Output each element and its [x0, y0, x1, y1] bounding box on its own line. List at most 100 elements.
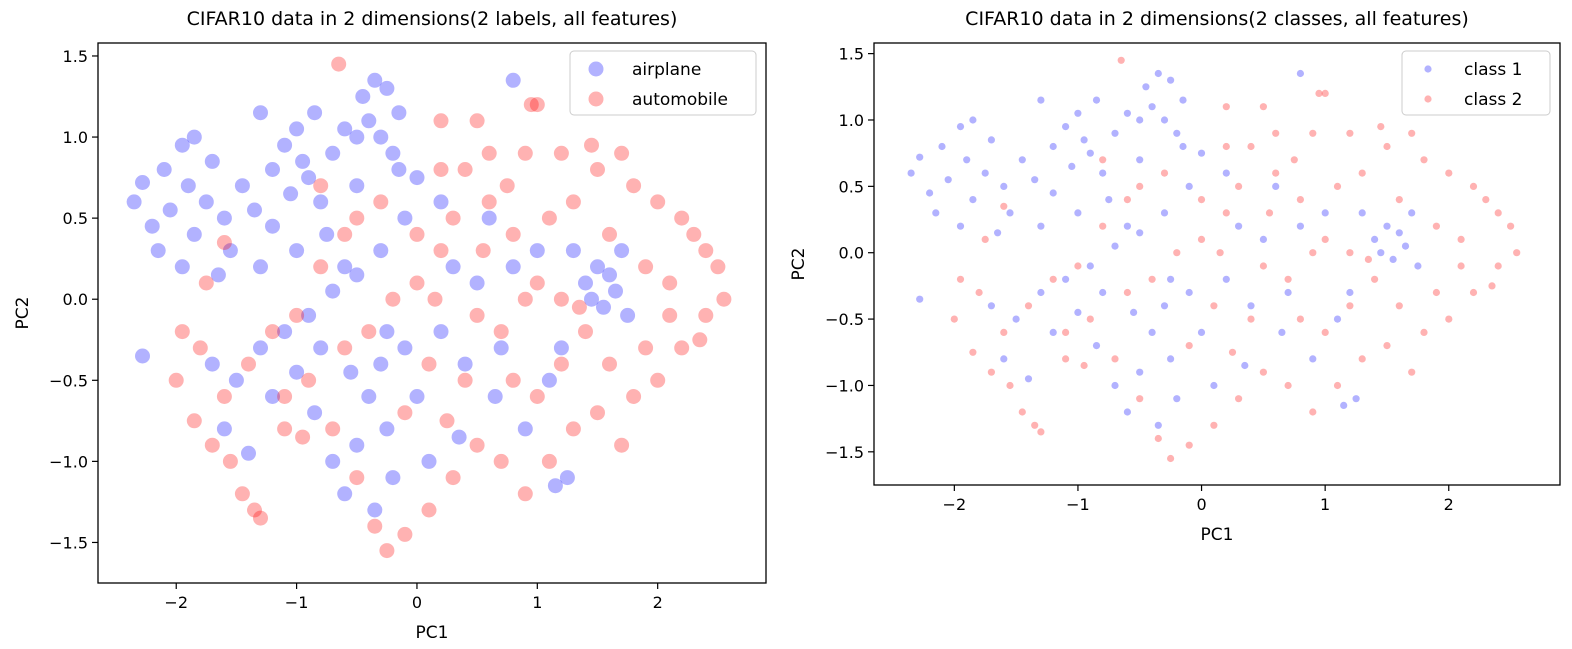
point-class-1-30: [1160, 116, 1169, 124]
point-class-2-6: [1346, 129, 1354, 137]
y-tick-label: 1.0: [839, 111, 864, 130]
point-airplane-78: [620, 307, 636, 323]
point-automobile-70: [541, 210, 557, 226]
point-class-1-5: [956, 123, 965, 131]
point-class-1-79: [1352, 395, 1360, 403]
point-automobile-81: [409, 226, 425, 242]
point-class-1-11: [1006, 209, 1014, 217]
point-airplane-85: [391, 162, 407, 177]
point-airplane-33: [391, 105, 407, 121]
point-airplane-68: [541, 372, 557, 388]
point-airplane-45: [265, 389, 280, 404]
point-class-1-78: [1414, 262, 1422, 270]
point-airplane-27: [355, 89, 371, 104]
point-class-2-72: [1395, 196, 1403, 204]
point-class-1-98: [1241, 361, 1249, 370]
legend-marker-class-2: [1424, 95, 1432, 103]
legend-marker-airplane: [588, 61, 604, 77]
point-airplane-5: [174, 137, 190, 153]
point-class-1-74: [1389, 255, 1397, 263]
point-class-1-71: [1371, 235, 1379, 243]
point-airplane-66: [517, 421, 533, 437]
point-automobile-55: [517, 486, 533, 502]
point-class-1-20: [1086, 149, 1094, 157]
point-airplane-2: [144, 218, 160, 234]
point-class-2-54: [1284, 381, 1292, 390]
y-tick-label: 1.0: [63, 128, 88, 147]
point-automobile-93: [499, 178, 515, 194]
point-class-2-69: [1309, 249, 1317, 257]
point-class-2-88: [1216, 249, 1224, 257]
point-automobile-9: [650, 194, 666, 210]
point-class-2-50: [1185, 441, 1193, 449]
point-class-2-63: [1272, 129, 1280, 137]
point-class-1-82: [916, 295, 924, 303]
point-class-2-87: [1123, 288, 1131, 297]
point-class-1-29: [1154, 69, 1162, 78]
point-class-1-19: [1080, 136, 1088, 144]
point-airplane-13: [247, 202, 262, 218]
point-airplane-60: [445, 259, 461, 275]
point-airplane-86: [337, 259, 353, 275]
point-class-1-1: [916, 153, 924, 161]
point-automobile-7: [590, 162, 605, 177]
point-class-1-93: [994, 229, 1002, 237]
point-class-2-43: [1037, 428, 1045, 436]
point-airplane-95: [265, 218, 280, 234]
x-tick-label: −1: [1066, 495, 1090, 514]
chart-title: CIFAR10 data in 2 dimensions(2 labels, a…: [187, 8, 678, 30]
point-class-1-61: [1247, 302, 1255, 310]
point-airplane-61: [457, 356, 473, 372]
point-airplane-91: [150, 243, 166, 259]
point-class-2-80: [1136, 182, 1144, 190]
point-automobile-72: [602, 226, 617, 242]
point-class-1-52: [1154, 421, 1162, 429]
point-automobile-91: [692, 332, 708, 348]
point-class-2-94: [1364, 255, 1372, 263]
point-airplane-28: [361, 113, 377, 129]
point-automobile-65: [421, 356, 437, 372]
point-airplane-4: [162, 202, 178, 218]
point-class-1-33: [1179, 96, 1187, 104]
point-automobile-94: [571, 299, 587, 315]
point-class-2-92: [1265, 209, 1274, 217]
point-airplane-72: [584, 291, 599, 307]
point-class-2-12: [1507, 222, 1515, 230]
y-tick-label: −1.0: [49, 452, 88, 471]
point-class-1-28: [1148, 103, 1156, 111]
point-airplane-90: [186, 129, 202, 145]
point-class-2-5: [1309, 129, 1317, 137]
point-airplane-48: [325, 453, 341, 469]
point-class-1-86: [1123, 222, 1131, 230]
point-class-1-51: [1148, 328, 1156, 336]
point-airplane-97: [379, 324, 395, 340]
point-class-1-12: [1018, 156, 1026, 164]
point-class-1-4: [944, 176, 952, 184]
y-axis-label: PC2: [789, 248, 809, 281]
y-tick-label: 0.0: [839, 244, 864, 263]
point-class-2-79: [1160, 169, 1169, 177]
point-automobile-89: [584, 137, 599, 153]
point-automobile-54: [493, 453, 509, 469]
point-class-2-9: [1445, 169, 1453, 177]
point-automobile-80: [349, 210, 365, 226]
point-automobile-28: [361, 324, 377, 340]
point-class-1-44: [1024, 375, 1033, 383]
point-automobile-13: [716, 291, 732, 307]
point-class-2-11: [1494, 209, 1502, 217]
point-class-1-47: [1092, 342, 1101, 350]
point-airplane-92: [174, 259, 190, 275]
point-class-1-80: [1340, 401, 1348, 409]
point-class-2-82: [1222, 142, 1230, 151]
point-airplane-40: [253, 340, 268, 356]
y-tick-label: −1.5: [825, 443, 864, 462]
point-automobile-16: [650, 372, 666, 388]
point-class-2-78: [1346, 302, 1354, 310]
point-class-1-97: [1167, 275, 1175, 283]
point-automobile-96: [439, 413, 455, 429]
point-class-2-90: [1408, 129, 1416, 137]
point-automobile-14: [698, 307, 714, 323]
point-class-2-55: [1309, 408, 1317, 416]
point-class-1-18: [1074, 109, 1082, 117]
point-airplane-63: [481, 210, 497, 226]
